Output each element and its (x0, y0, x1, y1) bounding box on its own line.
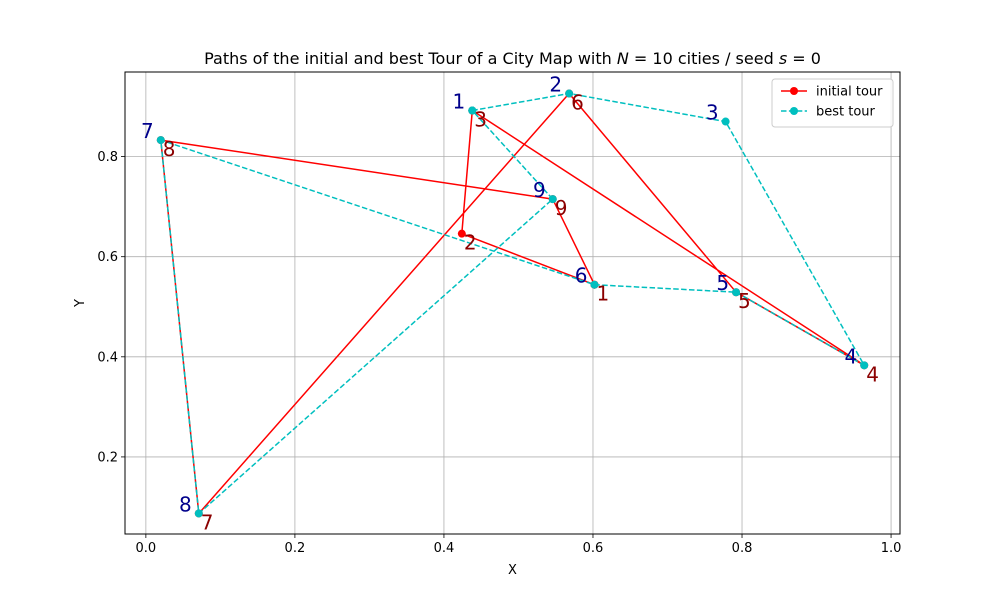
y-tick-label: 0.8 (97, 150, 118, 165)
x-tick-label: 1.0 (881, 541, 902, 556)
best-tour-city-label: 8 (179, 492, 192, 516)
best-tour-city-label: 3 (706, 101, 719, 125)
initial-tour-city-label: 9 (555, 196, 568, 220)
x-tick-label: 0.6 (583, 541, 604, 556)
best-tour-point (156, 136, 165, 145)
axis-ticks: 0.0 0.2 0.4 0.6 0.8 1.0 0.2 0.4 0.6 0.8 (97, 150, 901, 556)
x-tick-label: 0.4 (434, 541, 455, 556)
legend-marker-initial-tour (790, 87, 798, 95)
initial-tour-city-label: 4 (866, 362, 879, 386)
best-tour-city-label: 6 (575, 264, 588, 288)
y-tick-label: 0.2 (97, 450, 118, 465)
initial-tour-city-label: 2 (464, 231, 477, 255)
initial-tour-city-label: 3 (474, 108, 487, 132)
initial-tour-path (160, 92, 865, 515)
initial-tour-city-label: 8 (163, 137, 176, 161)
chart-title: Paths of the initial and best Tour of a … (204, 49, 821, 68)
initial-tour-city-label: 1 (596, 282, 609, 306)
best-tour-city-label: 2 (549, 73, 562, 97)
x-tick-label: 0.2 (285, 541, 306, 556)
best-tour-city-label: 1 (453, 90, 466, 114)
initial-tour-city-label: 6 (571, 91, 584, 115)
y-tick-label: 0.4 (97, 350, 118, 365)
best-tour-point (732, 288, 741, 297)
x-tick-label: 0.0 (136, 541, 157, 556)
legend-marker-best-tour (790, 107, 798, 115)
best-tour-point (548, 195, 557, 204)
best-tour-city-label: 5 (716, 271, 729, 295)
best-tour-path (160, 92, 865, 515)
series-layer (156, 89, 869, 518)
x-tick-label: 0.8 (732, 541, 753, 556)
best-tour-city-label: 9 (533, 178, 546, 202)
best-tour-point (468, 106, 477, 115)
plot-frame (124, 71, 901, 535)
y-tick-label: 0.6 (97, 250, 118, 265)
y-axis-label: Y (73, 299, 88, 308)
best-tour-point (565, 89, 574, 98)
legend: initial tour best tour (771, 78, 894, 128)
best-tour-point (860, 361, 869, 370)
best-tour-point (194, 509, 203, 518)
best-tour-point (721, 117, 730, 126)
best-tour-city-label: 7 (141, 119, 154, 143)
initial-tour-city-label: 5 (738, 289, 751, 313)
initial-tour-city-label: 7 (201, 510, 214, 534)
best-tour-city-label: 4 (844, 344, 857, 368)
x-axis-label: X (508, 563, 517, 578)
legend-label-best-tour: best tour (816, 105, 876, 120)
initial-tour-point (457, 229, 466, 238)
best-tour-point (590, 280, 599, 289)
legend-label-initial-tour: initial tour (816, 85, 883, 100)
